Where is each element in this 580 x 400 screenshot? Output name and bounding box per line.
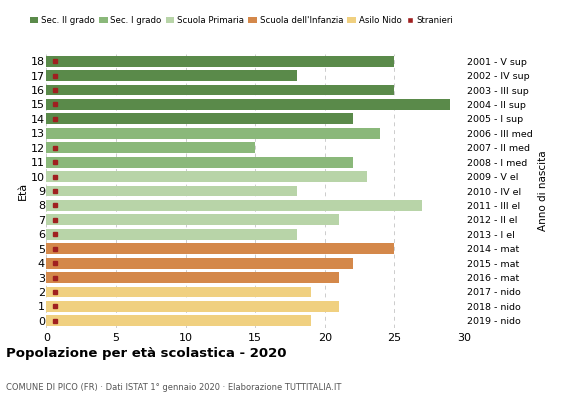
Bar: [46, 171, 367, 182]
Bar: [46, 85, 394, 96]
Bar: [46, 157, 353, 168]
Bar: [46, 200, 422, 211]
Bar: [46, 229, 297, 240]
Bar: [46, 286, 311, 297]
Text: COMUNE DI PICO (FR) · Dati ISTAT 1° gennaio 2020 · Elaborazione TUTTITALIA.IT: COMUNE DI PICO (FR) · Dati ISTAT 1° genn…: [6, 383, 341, 392]
Bar: [46, 214, 339, 225]
Bar: [46, 258, 353, 268]
Bar: [46, 301, 339, 312]
Text: Popolazione per età scolastica - 2020: Popolazione per età scolastica - 2020: [6, 347, 287, 360]
Bar: [46, 315, 311, 326]
Y-axis label: Anno di nascita: Anno di nascita: [538, 151, 548, 231]
Bar: [46, 272, 339, 283]
Bar: [46, 99, 450, 110]
Bar: [46, 70, 297, 81]
Bar: [46, 128, 380, 139]
Bar: [46, 142, 255, 153]
Legend: Sec. II grado, Sec. I grado, Scuola Primaria, Scuola dell'Infanzia, Asilo Nido, : Sec. II grado, Sec. I grado, Scuola Prim…: [30, 16, 454, 25]
Bar: [46, 56, 394, 67]
Bar: [46, 114, 353, 124]
Y-axis label: Età: Età: [18, 182, 28, 200]
Bar: [46, 243, 394, 254]
Bar: [46, 186, 297, 196]
